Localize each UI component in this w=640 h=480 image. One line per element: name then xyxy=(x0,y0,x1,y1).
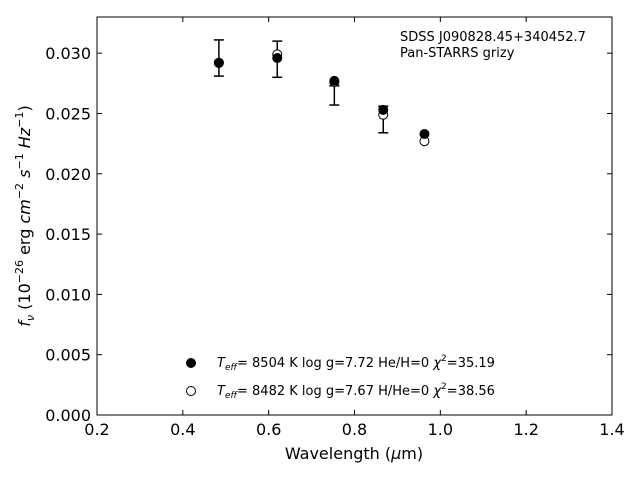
x-tick-label: 0.8 xyxy=(342,420,367,439)
model-point-filled xyxy=(378,104,389,115)
legend-entry-open: Teff= 8482 K log g=7.67 H/He=0 χ2=38.56 xyxy=(217,382,495,401)
model-point-filled xyxy=(272,53,283,64)
svg-text:fν (10−26 erg cm−2 s−1 Hz−1): fν (10−26 erg cm−2 s−1 Hz−1) xyxy=(13,105,37,326)
x-axis-title: Wavelength (μm) xyxy=(285,444,423,463)
model-point-filled xyxy=(419,128,430,139)
y-axis-title: fν (10−26 erg cm−2 s−1 Hz−1) xyxy=(13,105,37,326)
axis-ticks: 0.2 0.4 0.6 0.8 1.0 1.2 1.4 0.000 0.005 0.010 0.01… xyxy=(45,17,625,439)
x-tick-label: 0.6 xyxy=(256,420,281,439)
x-tick-label: 1.4 xyxy=(599,420,624,439)
data-markers xyxy=(213,49,430,147)
y-tick-label: 0.030 xyxy=(45,44,91,63)
y-tick-label: 0.015 xyxy=(45,225,91,244)
x-tick-label: 0.2 xyxy=(84,420,109,439)
survey-annotation: Pan-STARRS grizy xyxy=(400,46,515,61)
legend-entry-filled: Teff= 8504 K log g=7.72 He/H=0 χ2=35.19 xyxy=(217,354,495,373)
x-tick-label: 1.0 xyxy=(428,420,453,439)
y-tick-label: 0.010 xyxy=(45,285,91,304)
legend-marker-open xyxy=(186,386,196,396)
x-tick-label: 0.4 xyxy=(170,420,195,439)
plot-frame xyxy=(96,16,613,416)
model-point-filled xyxy=(213,57,224,68)
x-tick-label: 1.2 xyxy=(513,420,538,439)
legend-marker-filled xyxy=(186,358,196,368)
object-name-annotation: SDSS J090828.45+340452.7 xyxy=(400,30,586,45)
y-tick-label: 0.025 xyxy=(45,104,91,123)
error-bars xyxy=(213,39,389,134)
model-point-filled xyxy=(329,75,340,86)
legend: Teff= 8504 K log g=7.72 He/H=0 χ2=35.19 … xyxy=(186,354,495,401)
y-tick-label: 0.020 xyxy=(45,165,91,184)
y-tick-label: 0.000 xyxy=(45,406,91,425)
y-tick-label: 0.005 xyxy=(45,346,91,365)
